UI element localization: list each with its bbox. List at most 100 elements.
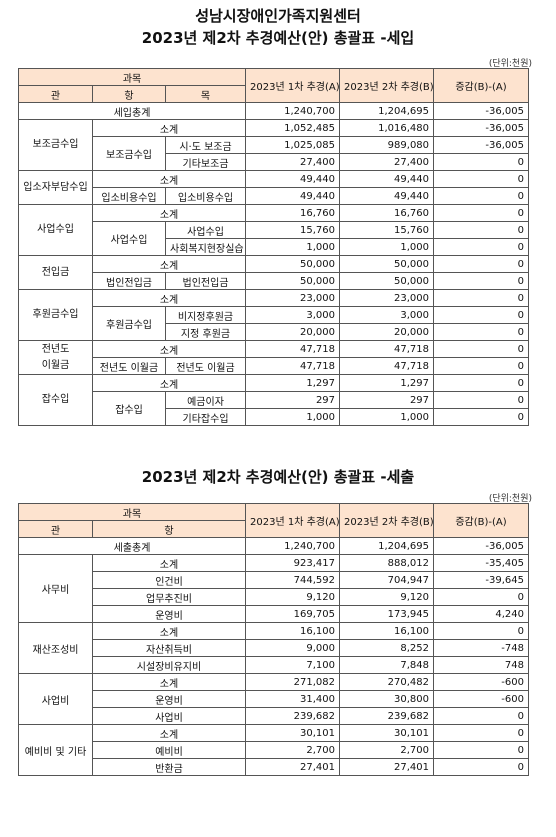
amount-b: 239,682 [339,707,434,725]
amount-b: 27,400 [339,153,435,171]
amount-a: 30,101 [245,724,340,742]
expense-header-gwan: 관 [18,520,93,538]
amount-a: 27,400 [245,153,341,171]
expense-item-row: 인건비 744,592 704,947 -39,645 [19,571,529,589]
amount-a: 49,440 [245,187,341,205]
diff-value: 0 [433,272,530,290]
amount-b: 989,080 [339,136,435,154]
mok-label: 사업수입 [164,221,247,239]
hang-label: 소계 [92,673,246,691]
income-item-row: 입소비용수입 입소비용수입 49,440 49,440 0 [19,187,530,205]
subtotal-amount-b: 47,718 [339,340,435,358]
expense-item-row: 자산취득비 9,000 8,252 -748 [19,639,529,657]
hang-label: 소계 [92,724,246,742]
amount-b: 30,101 [339,724,434,742]
subtotal-amount-b: 49,440 [339,170,435,188]
gwan-label: 입소자부담수입 [18,170,93,205]
subtotal-label: 소계 [91,204,247,222]
subtotal-diff: 0 [433,289,530,307]
gwan-label: 후원금수입 [18,289,93,341]
amount-a: 271,082 [245,673,340,691]
mok-label: 입소비용수입 [164,187,247,205]
amount-b: 27,401 [339,758,434,776]
expense-subtotal-row: 사업비 소계 271,082 270,482 -600 [18,673,529,725]
diff-value: -36,005 [433,136,530,154]
income-item-row: 보조금수입 시·도 보조금 1,025,085 989,080 -36,005 [19,136,530,171]
subtotal-label: 소계 [91,255,247,273]
hang-label: 전년도 이월금 [92,357,166,375]
income-subtotal-row: 입소자부담수입 소계 49,440 49,440 0 [18,170,530,205]
amount-a: 1,000 [245,408,341,426]
subtotal-label: 소계 [91,289,247,307]
amount-a: 47,718 [245,357,341,375]
income-item-row: 법인전입금 법인전입금 50,000 50,000 0 [19,272,530,290]
income-header-col1: 2023년 1차 추경(A) [245,68,341,103]
expense-header-col1: 2023년 1차 추경(A) [245,503,340,538]
mok-label: 지정 후원금 [164,323,247,341]
mok-label: 비지정후원금 [164,306,247,324]
total-label: 세입총계 [17,102,247,120]
diff-value: 0 [433,221,530,239]
gwan-label: 사무비 [18,554,93,623]
total-label: 세출총계 [18,537,246,555]
amount-a: 16,100 [245,622,340,640]
income-subtotal-row: 잡수입 소계 1,297 1,297 0 [18,374,530,426]
diff-value: 0 [433,238,530,256]
mok-label: 예금이자 [164,391,247,409]
income-item-row: 후원금수입 비지정후원금 3,000 3,000 0 [19,306,530,341]
mok-label: 전년도 이월금 [164,357,247,375]
total-amount-a: 1,240,700 [245,102,341,120]
subtotal-amount-a: 50,000 [245,255,341,273]
amount-b: 20,000 [339,323,435,341]
gwan-label: 잡수입 [18,374,93,426]
amount-a: 744,592 [245,571,340,589]
hang-label: 후원금수입 [92,306,166,341]
amount-b: 2,700 [339,741,434,759]
subtotal-amount-b: 16,760 [339,204,435,222]
mok-label: 사회복지현장실습 [164,238,247,256]
subtotal-amount-b: 1,297 [339,374,435,392]
amount-a: 1,000 [245,238,341,256]
hang-label: 예비비 [92,741,246,759]
amount-a: 20,000 [245,323,341,341]
hang-label: 업무추진비 [92,588,246,606]
amount-b: 704,947 [339,571,434,589]
hang-label: 보조금수입 [92,136,166,171]
subtotal-diff: 0 [433,340,530,358]
diff-value: 0 [433,707,529,725]
subtotal-amount-a: 47,718 [245,340,341,358]
subtotal-amount-a: 1,297 [245,374,341,392]
diff-value: 0 [433,622,529,640]
hang-label: 인건비 [92,571,246,589]
amount-a: 923,417 [245,554,340,572]
amount-b: 50,000 [339,272,435,290]
income-title: 2023년 제2차 추경예산(안) 총괄표 -세입 [141,29,415,47]
diff-value: -35,405 [433,554,529,572]
hang-label: 사업비 [92,707,246,725]
diff-value: -600 [433,690,529,708]
mok-label: 기타잡수입 [164,408,247,426]
expense-item-row: 운영비 169,705 173,945 4,240 [19,605,529,623]
diff-value: 0 [433,391,530,409]
diff-value: -39,645 [433,571,529,589]
income-summary-table: 과목 2023년 1차 추경(A) 2023년 2차 추경(B) 증감(B)-(… [17,68,530,426]
amount-a: 3,000 [245,306,341,324]
diff-value: 0 [433,187,530,205]
subtotal-amount-b: 50,000 [339,255,435,273]
income-header-gwamok: 과목 [17,68,247,86]
hang-label: 소계 [92,622,246,640]
subtotal-amount-a: 49,440 [245,170,341,188]
amount-b: 9,120 [339,588,434,606]
hang-label: 사업수입 [92,221,166,256]
amount-b: 15,760 [339,221,435,239]
income-header-col3: 증감(B)-(A) [433,68,530,103]
expense-subtotal-row: 재산조성비 소계 16,100 16,100 0 [18,622,529,674]
subtotal-amount-a: 1,052,485 [245,119,341,137]
expense-header-hang: 항 [92,520,246,538]
amount-a: 239,682 [245,707,340,725]
mok-label: 기타보조금 [164,153,247,171]
hang-label: 반환금 [92,758,246,776]
expense-unit-label: (단위:천원) [488,494,532,504]
hang-label: 소계 [92,554,246,572]
gwan-label: 예비비 및 기타 [18,724,93,776]
